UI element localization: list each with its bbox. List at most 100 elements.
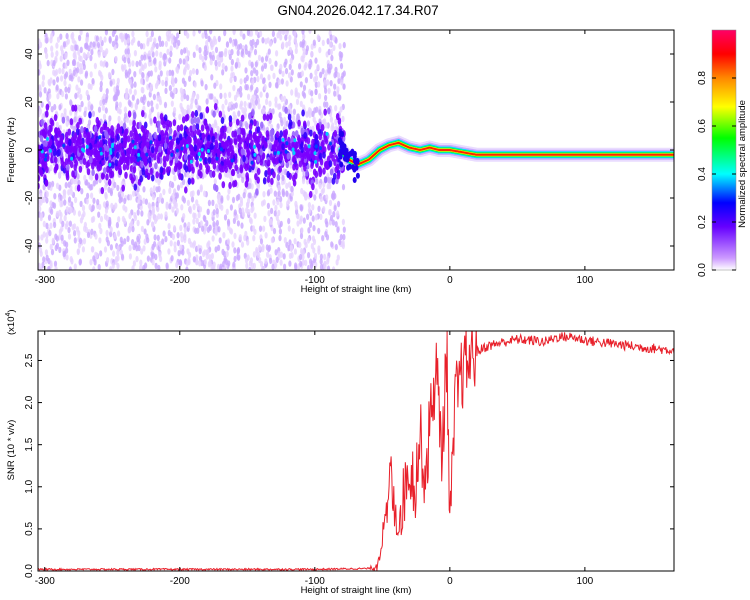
band-blob <box>218 110 223 118</box>
x-tick-label: -300 <box>35 275 55 286</box>
band-peak <box>185 144 189 148</box>
band-blob <box>179 124 184 132</box>
noise-blob <box>146 219 150 226</box>
noise-blob <box>49 222 53 229</box>
band-blob <box>123 128 128 136</box>
noise-blob <box>156 79 160 87</box>
noise-blob <box>207 240 211 247</box>
noise-blob <box>224 65 228 72</box>
band-blob <box>158 145 162 153</box>
y-tick-label: 2.0 <box>24 395 35 409</box>
band-peak <box>189 159 193 164</box>
noise-blob <box>78 34 82 42</box>
band-blob <box>204 157 208 165</box>
noise-blob <box>116 90 120 97</box>
band-blob <box>186 135 191 144</box>
noise-blob <box>279 63 283 71</box>
noise-blob <box>161 238 165 245</box>
transition-blob <box>340 131 345 137</box>
noise-blob <box>105 88 109 95</box>
noise-blob <box>107 71 112 79</box>
noise-blob <box>314 57 318 64</box>
band-blob <box>266 133 270 141</box>
band-blob <box>173 130 177 138</box>
band-peak <box>180 146 184 151</box>
noise-blob <box>270 207 274 215</box>
noise-blob <box>192 51 196 58</box>
noise-blob <box>342 226 346 233</box>
band-blob <box>154 139 158 147</box>
band-peak <box>253 144 256 149</box>
band-blob <box>168 127 173 135</box>
noise-blob <box>247 50 251 57</box>
noise-blob <box>85 36 89 43</box>
band-blob <box>38 174 41 182</box>
noise-blob <box>77 179 81 187</box>
x-tick-label: -200 <box>170 576 190 587</box>
noise-blob <box>135 255 139 263</box>
signal-trace-layer <box>340 141 674 166</box>
noise-blob <box>326 255 330 263</box>
noise-blob <box>187 237 191 245</box>
band-blob <box>228 162 232 170</box>
noise-blob <box>99 46 103 53</box>
band-blob <box>69 118 74 126</box>
band-blob <box>222 132 227 140</box>
noise-blob <box>64 93 68 100</box>
noise-blob <box>233 247 237 254</box>
band-blob <box>259 158 264 166</box>
noise-blob <box>108 37 112 44</box>
noise-blob <box>63 73 67 80</box>
noise-blob <box>180 48 184 56</box>
noise-blob <box>183 68 187 75</box>
band-blob <box>272 171 276 179</box>
transition-blob <box>354 164 359 171</box>
band-blob <box>163 142 168 150</box>
noise-blob <box>306 120 310 127</box>
noise-blob <box>293 30 297 37</box>
band-blob <box>213 103 218 111</box>
noise-blob <box>90 174 94 181</box>
noise-blob <box>226 244 230 251</box>
noise-blob <box>107 219 111 226</box>
band-blob <box>322 167 326 175</box>
band-blob <box>137 136 141 144</box>
noise-blob <box>52 59 56 67</box>
band-blob <box>59 134 64 143</box>
noise-blob <box>127 99 131 106</box>
noise-blob <box>301 259 305 266</box>
band-blob <box>314 134 319 142</box>
noise-blob <box>90 49 94 56</box>
noise-blob <box>66 59 70 66</box>
noise-blob <box>124 32 128 40</box>
band-blob <box>256 135 261 143</box>
band-blob <box>236 127 241 135</box>
noise-blob <box>314 88 318 96</box>
band-blob <box>259 148 263 156</box>
noise-blob <box>233 75 237 83</box>
noise-blob <box>284 34 288 41</box>
noise-blob <box>109 244 113 251</box>
noise-blob <box>269 218 273 226</box>
noise-blob <box>280 120 284 127</box>
noise-blob <box>181 89 185 96</box>
noise-blob <box>324 87 328 94</box>
noise-blob <box>186 171 190 178</box>
noise-blob <box>277 78 281 86</box>
noise-blob <box>99 71 103 78</box>
noise-blob <box>315 106 319 113</box>
noise-blob <box>290 89 294 96</box>
noise-blob <box>166 70 170 77</box>
noise-blob <box>235 194 239 202</box>
band-blob <box>336 172 341 180</box>
noise-blob <box>322 206 326 213</box>
noise-blob <box>231 241 235 248</box>
noise-blob <box>336 210 340 217</box>
snr-scale-note: (x104) <box>5 309 17 335</box>
noise-blob <box>179 244 183 251</box>
noise-blob <box>76 173 80 180</box>
noise-blob <box>151 252 156 259</box>
noise-blob <box>124 72 128 79</box>
noise-blob <box>150 100 154 107</box>
noise-blob <box>225 208 229 215</box>
